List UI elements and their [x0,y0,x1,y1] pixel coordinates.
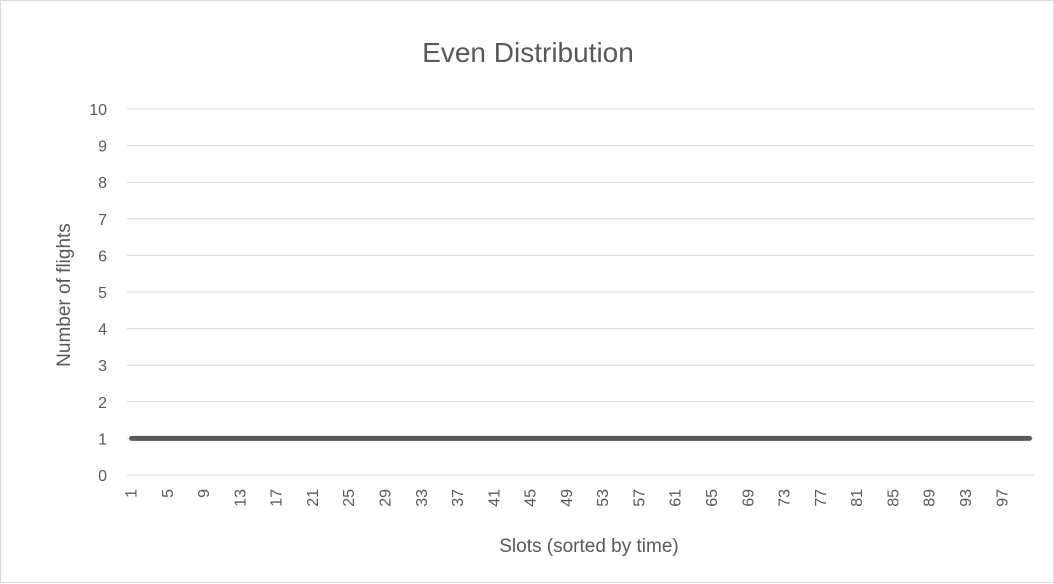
x-tick-label: 73 [777,489,794,507]
x-tick-label: 37 [450,489,467,507]
x-tick-label: 57 [631,489,648,507]
x-tick-label: 61 [668,489,685,507]
gridlines [127,108,1034,476]
y-tick-label: 9 [98,139,107,156]
x-axis-title: Slots (sorted by time) [499,536,679,557]
x-tick-label: 21 [305,489,322,507]
x-tick-label: 65 [704,489,721,507]
x-tick-label: 13 [232,489,249,507]
x-tick-label: 5 [160,489,177,498]
y-tick-label: 7 [98,212,107,229]
x-tick-label: 93 [958,489,975,507]
x-tick-label: 53 [595,489,612,507]
y-tick-label: 5 [98,285,107,302]
y-tick-label: 8 [98,175,107,192]
x-tick-label: 41 [486,489,503,507]
y-tick-label: 1 [98,431,107,448]
x-tick-label: 85 [885,489,902,507]
x-tick-label: 9 [196,489,213,498]
x-tick-label: 81 [849,489,866,507]
x-tick-label: 49 [559,489,576,507]
y-tick-label: 0 [98,468,107,485]
x-tick-label: 1 [124,489,141,498]
x-tick-label: 89 [922,489,939,507]
y-tick-label: 6 [98,248,107,265]
y-axis-title: Number of flights [54,223,75,367]
x-tick-label: 25 [341,489,358,507]
x-tick-label: 17 [269,489,286,507]
y-tick-label: 3 [98,358,107,375]
y-tick-labels: 0 1 2 3 4 5 6 7 8 9 10 [89,102,107,485]
y-tick-label: 2 [98,395,107,412]
x-tick-label: 29 [377,489,394,507]
x-tick-label: 45 [523,489,540,507]
chart-title: Even Distribution [422,37,634,68]
x-tick-label: 33 [414,489,431,507]
x-tick-label: 97 [994,489,1011,507]
x-tick-label: 69 [740,489,757,507]
x-tick-labels: 1 5 9 13 17 21 25 29 33 37 41 45 49 53 57 61 65 69 73 77 81 8… [124,489,1012,507]
y-tick-label: 4 [98,322,107,339]
y-tick-label: 10 [89,102,107,119]
x-tick-label: 77 [813,489,830,507]
